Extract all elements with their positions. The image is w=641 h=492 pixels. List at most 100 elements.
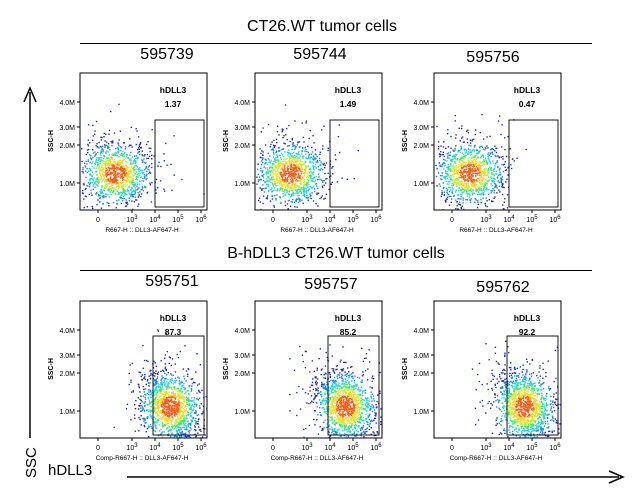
x-tick-label: 103 (301, 215, 313, 224)
flow-plot-595751: hDLL3 87.3 1.0M 2.0M 3.0M 4.0M SSC-H 0 103 104 105… (40, 298, 210, 478)
y-tick-label: 3.0M (413, 125, 429, 132)
gate-rect (508, 119, 559, 208)
gate-name-label: hDLL3 (514, 313, 541, 323)
gate-value-label: 1.49 (340, 99, 357, 109)
group-title-ct26wt: CT26.WT tumor cells (247, 18, 397, 35)
x-tick-label: 105 (526, 215, 538, 224)
flow-plot-595757: hDLL3 85.2 1.0M 2.0M 3.0M 4.0M SSC-H 0 103 104 105… (215, 298, 385, 478)
x-tick-label: 104 (503, 443, 515, 452)
y-tick-label: 2.0M (234, 371, 250, 378)
plot-frame (79, 300, 208, 439)
x-axis-label: Comp-R667-H :: DLL3-AF647-H (96, 455, 189, 462)
y-tick-label: 1.0M (413, 409, 429, 416)
x-tick-label: 104 (149, 215, 161, 224)
y-tick-label: 2.0M (413, 143, 429, 150)
gate-rect (329, 119, 380, 208)
flow-plot-svg: hDLL3 1.37 1.0M 2.0M 3.0M 4.0M SSC-H 0 103 104 105… (48, 72, 208, 234)
group-divider-ct26wt (80, 43, 592, 44)
y-tick-label: 1.0M (234, 181, 250, 188)
flow-plot-595739: hDLL3 1.37 1.0M 2.0M 3.0M 4.0M SSC-H 0 103 104 105… (40, 70, 210, 250)
flow-plot-svg: hDLL3 87.3 1.0M 2.0M 3.0M 4.0M SSC-H 0 103 104 105… (48, 300, 208, 462)
y-axis-label: SSC-H (48, 130, 55, 152)
x-tick-label: 0 (450, 445, 454, 452)
y-axis-label: SSC-H (402, 130, 409, 152)
gate-value-label: 0.47 (519, 99, 536, 109)
x-tick-label: 103 (126, 443, 138, 452)
x-tick-label: 105 (347, 443, 359, 452)
y-axis-arrowhead (23, 86, 37, 103)
y-tick-label: 3.0M (59, 353, 75, 360)
x-tick-label: 106 (195, 215, 207, 224)
x-tick-label: 103 (301, 443, 313, 452)
flow-plot-svg: hDLL3 1.49 1.0M 2.0M 3.0M 4.0M SSC-H 0 103 104 105… (223, 72, 383, 234)
x-tick-label: 104 (149, 443, 161, 452)
x-tick-label: 0 (450, 217, 454, 224)
x-axis-title: hDLL3 (48, 462, 93, 479)
event-dots (256, 104, 359, 211)
x-axis-label: R667-H :: DLL3-AF647-H (459, 227, 533, 234)
gate-name-label: hDLL3 (160, 85, 187, 95)
event-dots (435, 113, 527, 211)
y-axis-label: SSC-H (223, 130, 230, 152)
x-tick-label: 106 (549, 215, 561, 224)
y-tick-label: 2.0M (413, 371, 429, 378)
plot-frame (79, 72, 208, 211)
x-tick-label: 105 (526, 443, 538, 452)
x-tick-label: 0 (96, 445, 100, 452)
sample-label: 595762 (476, 279, 530, 296)
group-divider-bhdll3 (80, 270, 592, 271)
gate-name-label: hDLL3 (335, 85, 362, 95)
y-tick-label: 3.0M (234, 353, 250, 360)
gate-value-label: 87.3 (165, 327, 182, 337)
x-tick-label: 106 (549, 443, 561, 452)
y-tick-label: 4.0M (59, 100, 75, 107)
flow-plot-595744: hDLL3 1.49 1.0M 2.0M 3.0M 4.0M SSC-H 0 103 104 105… (215, 70, 385, 250)
x-tick-label: 0 (271, 445, 275, 452)
x-tick-label: 104 (324, 215, 336, 224)
sample-label: 595751 (145, 273, 199, 290)
y-tick-label: 1.0M (59, 181, 75, 188)
x-tick-label: 105 (172, 215, 184, 224)
y-tick-label: 4.0M (59, 328, 75, 335)
x-tick-label: 103 (126, 215, 138, 224)
x-tick-label: 0 (96, 217, 100, 224)
x-tick-label: 105 (347, 215, 359, 224)
x-tick-label: 104 (324, 443, 336, 452)
flow-plot-svg: hDLL3 85.2 1.0M 2.0M 3.0M 4.0M SSC-H 0 103 104 105… (223, 300, 383, 462)
flow-plot-svg: hDLL3 92.2 1.0M 2.0M 3.0M 4.0M SSC-H 0 103 104 105… (402, 300, 562, 462)
y-tick-label: 1.0M (413, 181, 429, 188)
gate-name-label: hDLL3 (160, 313, 187, 323)
y-tick-label: 4.0M (413, 100, 429, 107)
event-dots (289, 344, 382, 438)
x-axis-label: R667-H :: DLL3-AF647-H (105, 227, 179, 234)
sample-label: 595744 (293, 46, 347, 63)
gate-rect (152, 335, 205, 436)
x-tick-label: 105 (172, 443, 184, 452)
gate-value-label: 92.2 (519, 327, 536, 337)
event-dots (81, 103, 205, 211)
flow-plot-595762: hDLL3 92.2 1.0M 2.0M 3.0M 4.0M SSC-H 0 103 104 105… (394, 298, 564, 478)
x-tick-label: 106 (370, 443, 382, 452)
flow-plot-svg: hDLL3 0.47 1.0M 2.0M 3.0M 4.0M SSC-H 0 103 104 105… (402, 72, 562, 234)
y-tick-label: 2.0M (59, 143, 75, 150)
plot-frame (254, 72, 383, 211)
gate-name-label: hDLL3 (514, 85, 541, 95)
y-axis-label: SSC-H (48, 358, 55, 380)
y-tick-label: 4.0M (234, 100, 250, 107)
gate-value-label: 85.2 (340, 327, 357, 337)
y-tick-label: 2.0M (59, 371, 75, 378)
x-tick-label: 106 (195, 443, 207, 452)
y-tick-label: 3.0M (234, 125, 250, 132)
gate-rect (506, 335, 559, 436)
sample-label: 595757 (304, 276, 358, 293)
x-tick-label: 106 (370, 215, 382, 224)
y-tick-label: 3.0M (413, 353, 429, 360)
group-title-bhdll3: B-hDLL3 CT26.WT tumor cells (227, 245, 445, 262)
y-tick-label: 1.0M (59, 409, 75, 416)
gate-rect (327, 335, 380, 436)
x-axis-label: R667-H :: DLL3-AF647-H (280, 227, 354, 234)
y-tick-label: 3.0M (59, 125, 75, 132)
y-axis-title: SSC (23, 447, 40, 478)
x-tick-label: 104 (503, 215, 515, 224)
x-tick-label: 0 (271, 217, 275, 224)
